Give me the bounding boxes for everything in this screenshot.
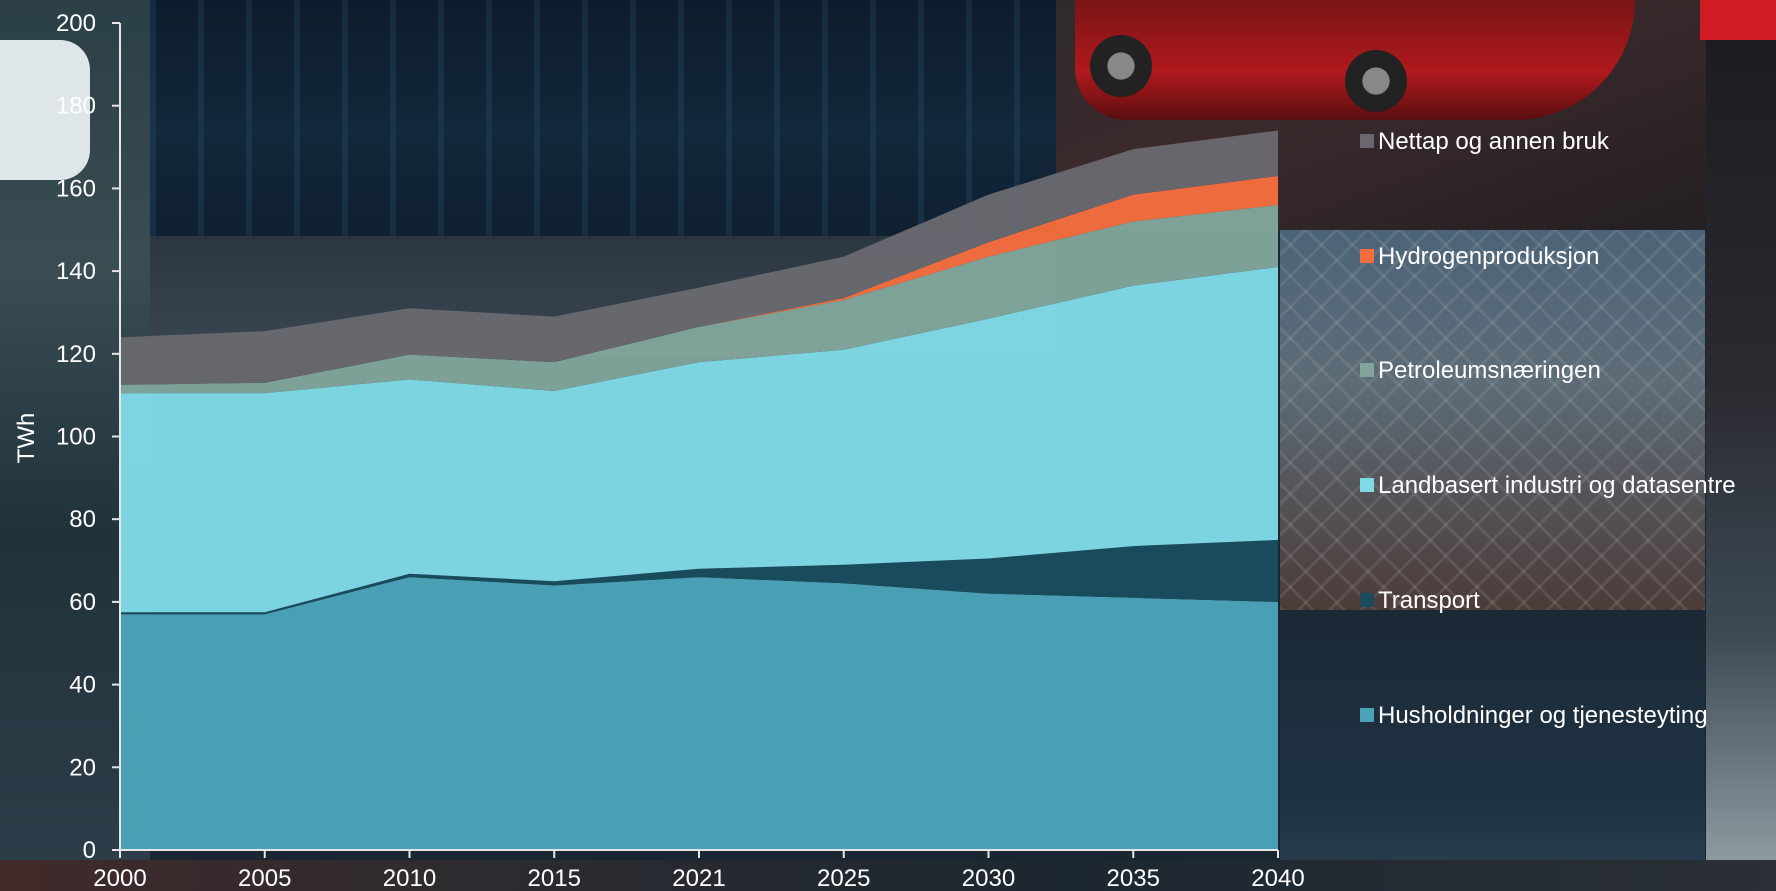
- y-tick-label: 140: [56, 258, 96, 285]
- x-tick-label: 2025: [817, 865, 870, 891]
- legend-swatch-hydrogenproduksjon: [1360, 249, 1374, 263]
- background-car-wheel: [1090, 35, 1152, 97]
- x-tick-label: 2015: [528, 865, 581, 891]
- axes-group: [112, 22, 1279, 858]
- area-series-petroleumsn-ringen: [120, 204, 1278, 394]
- area-series-husholdninger-og-tjenesteyting: [120, 577, 1278, 850]
- legend: Nettap og annen bruk Hydrogenproduksjon Pe…: [1360, 128, 1736, 729]
- background-photo-far-right: [1706, 40, 1776, 891]
- background-photo-refinery: [1280, 230, 1705, 610]
- y-tick-label: 200: [56, 10, 96, 37]
- area-series-group: [120, 130, 1278, 850]
- legend-label-transport: Transport: [1378, 587, 1480, 614]
- y-tick-label: 60: [69, 589, 96, 616]
- x-tick-label: 2005: [238, 865, 291, 891]
- y-tick-labels: 0 20 40 60 80 100 120 140 160 180 200: [56, 10, 96, 864]
- legend-swatch-husholdninger-og-tjenesteyting: [1360, 708, 1374, 722]
- legend-label-petroleumsn-ringen: Petroleumsnæringen: [1378, 357, 1601, 384]
- legend-label-husholdninger-og-tjenesteyting: Husholdninger og tjenesteyting: [1378, 702, 1708, 729]
- y-tick-label: 160: [56, 175, 96, 202]
- area-series-hydrogenproduksjon: [120, 176, 1278, 385]
- y-tick-label: 120: [56, 341, 96, 368]
- legend-label-landbasert-industri-og-datasentre: Landbasert industri og datasentre: [1378, 472, 1736, 499]
- y-tick-label: 0: [83, 837, 96, 864]
- x-tick-label: 2010: [383, 865, 436, 891]
- y-tick-label: 20: [69, 754, 96, 781]
- background-photo-lower-right: [1280, 610, 1705, 891]
- background-red-corner: [1700, 0, 1776, 40]
- background-photo-datacenter: [150, 0, 1056, 236]
- background-badge: [0, 40, 90, 180]
- legend-swatch-nettap-og-annen-bruk: [1360, 134, 1374, 148]
- x-tick-label: 2000: [93, 865, 146, 891]
- area-series-nettap-og-annen-bruk: [120, 130, 1278, 385]
- legend-swatch-petroleumsn-ringen: [1360, 363, 1374, 377]
- y-tick-label: 40: [69, 672, 96, 699]
- x-tick-label: 2035: [1107, 865, 1160, 891]
- y-axis-title: TWh: [13, 413, 40, 464]
- y-tick-label: 180: [56, 93, 96, 120]
- legend-swatch-landbasert-industri-og-datasentre: [1360, 478, 1374, 492]
- y-tick-label: 100: [56, 424, 96, 451]
- legend-swatch-transport: [1360, 593, 1374, 607]
- background-photo-bottom: [0, 860, 1776, 891]
- y-tick-label: 80: [69, 506, 96, 533]
- x-tick-label: 2030: [962, 865, 1015, 891]
- legend-label-nettap-og-annen-bruk: Nettap og annen bruk: [1378, 128, 1610, 155]
- x-tick-labels: 2000 2005 2010 2015 2021 2025 2030 2035 2040: [93, 865, 1304, 891]
- x-tick-label: 2021: [672, 865, 725, 891]
- x-tick-label: 2040: [1251, 865, 1304, 891]
- area-series-landbasert-industri-og-datasentre: [120, 267, 1278, 613]
- legend-label-hydrogenproduksjon: Hydrogenproduksjon: [1378, 243, 1599, 270]
- background-car-wheel: [1345, 50, 1407, 112]
